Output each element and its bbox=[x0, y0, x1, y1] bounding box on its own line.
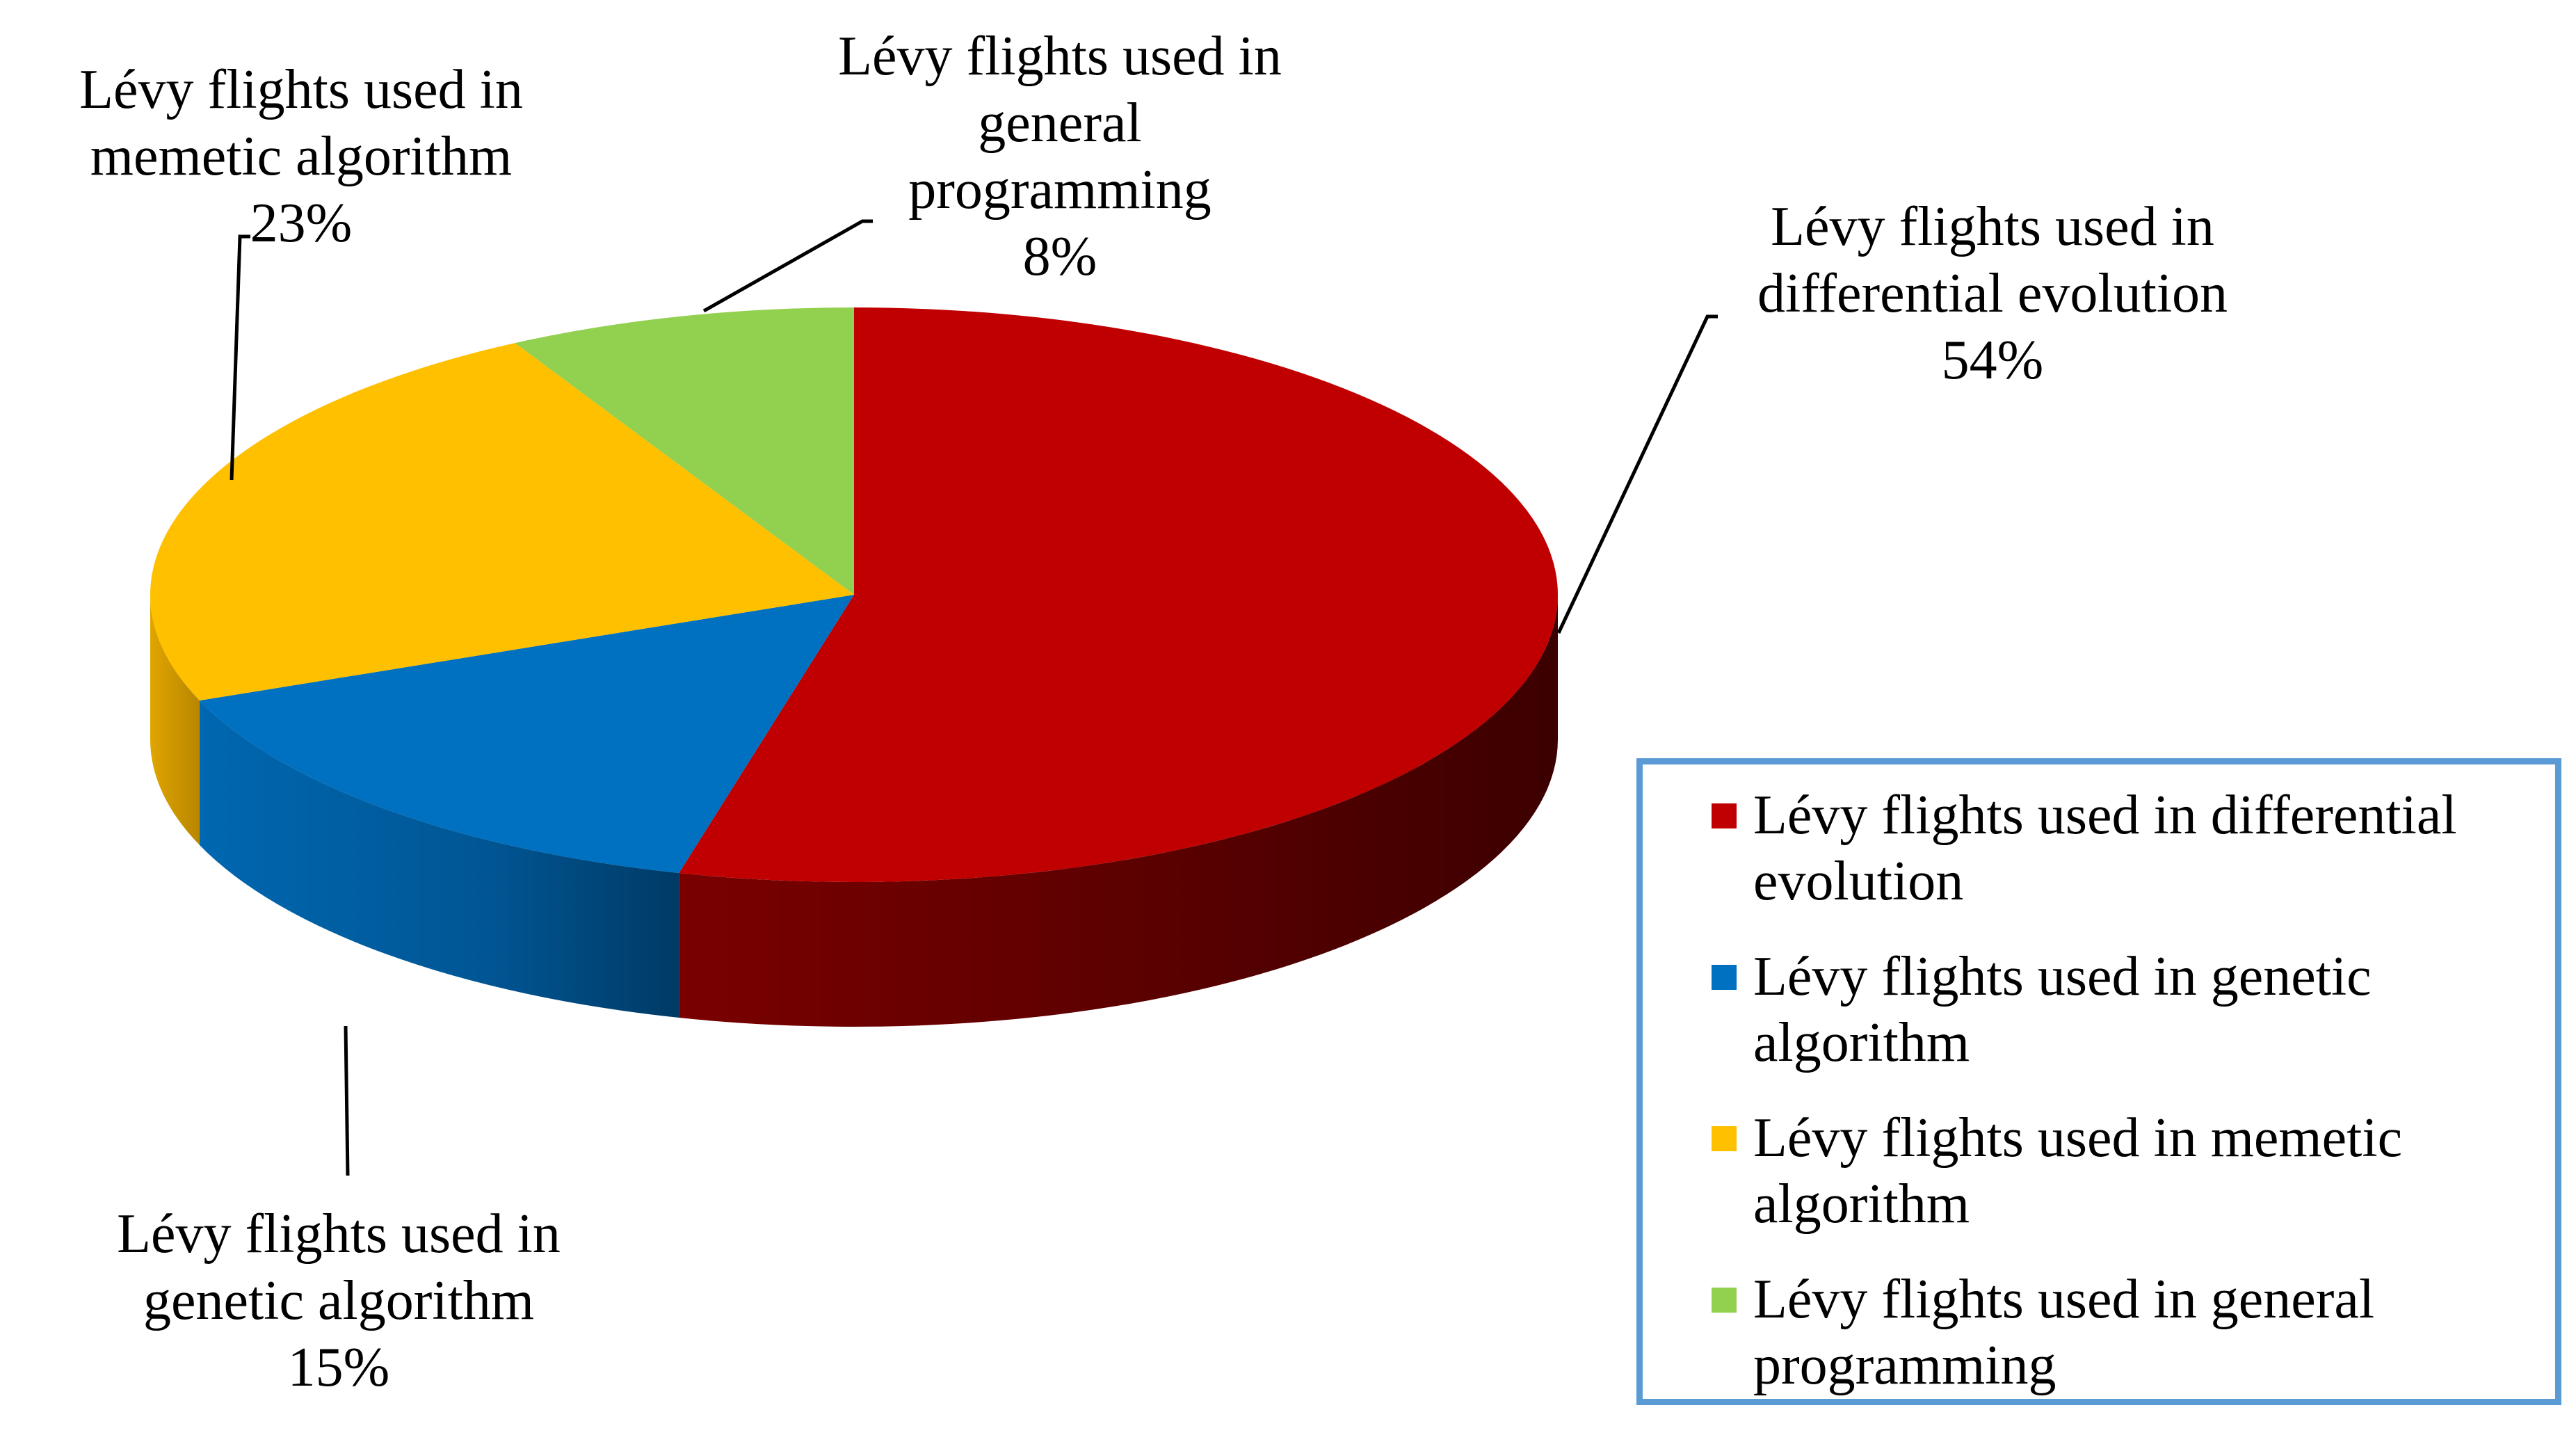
data-label-line: Lévy flights used in bbox=[838, 26, 1282, 87]
pie-slice-ga bbox=[200, 595, 855, 874]
leader-line-gp bbox=[702, 219, 873, 313]
legend-label-line: algorithm bbox=[1753, 1012, 1970, 1073]
data-label-line: general bbox=[978, 93, 1141, 154]
legend-label-line: Lévy flights used in general bbox=[1753, 1269, 2375, 1330]
data-label-line: memetic algorithm bbox=[90, 126, 512, 187]
legend-label-general-programming: Lévy flights used in general programming bbox=[1753, 1267, 2532, 1399]
legend-label-line: Lévy flights used in memetic bbox=[1753, 1107, 2403, 1169]
data-label-line: Lévy flights used in bbox=[79, 59, 523, 120]
leader-line-de bbox=[1556, 314, 1718, 634]
data-label-line: genetic algorithm bbox=[143, 1270, 534, 1331]
data-label-gp: Lévy flights used in general programming 8% bbox=[838, 26, 1282, 287]
data-label-line: programming bbox=[908, 159, 1211, 221]
legend-label-line: Lévy flights used in genetic bbox=[1753, 946, 2372, 1007]
legend-label-line: Lévy flights used in differential bbox=[1753, 785, 2457, 846]
data-label-line: differential evolution bbox=[1757, 263, 2228, 324]
leader-lines bbox=[230, 219, 1718, 1176]
data-labels: Lévy flights used in differential evoluti… bbox=[79, 26, 2228, 1398]
pie-slice-de bbox=[679, 307, 1558, 882]
data-label-line: 15% bbox=[288, 1337, 390, 1398]
legend-label-line: programming bbox=[1753, 1335, 2056, 1396]
data-label-line: Lévy flights used in bbox=[1771, 196, 2214, 257]
data-label-ma: Lévy flights used in memetic algorithm 23% bbox=[79, 59, 523, 254]
pie-top-faces bbox=[150, 307, 1558, 882]
data-label-line: Lévy flights used in bbox=[117, 1203, 561, 1265]
legend-swatch-general-programming bbox=[1712, 1288, 1737, 1313]
pie-slice-side-ga bbox=[200, 700, 679, 1018]
data-label-line: 8% bbox=[1023, 226, 1097, 287]
legend: Lévy flights used in differential evolut… bbox=[1636, 758, 2561, 1405]
legend-label-line: algorithm bbox=[1753, 1173, 1970, 1235]
legend-label-genetic-algorithm: Lévy flights used in genetic algorithm bbox=[1753, 944, 2532, 1076]
legend-label-memetic-algorithm: Lévy flights used in memetic algorithm bbox=[1753, 1105, 2532, 1237]
pie-slice-side-de bbox=[679, 595, 1558, 1027]
legend-swatch-differential-evolution bbox=[1712, 803, 1737, 828]
data-label-ga: Lévy flights used in genetic algorithm 15% bbox=[117, 1203, 561, 1398]
legend-label-differential-evolution: Lévy flights used in differential evolut… bbox=[1753, 783, 2532, 915]
pie-slice-side-ma bbox=[150, 595, 200, 846]
pie-slice-ma bbox=[150, 343, 855, 701]
data-label-line: 54% bbox=[1942, 330, 2044, 391]
legend-label-line: evolution bbox=[1753, 851, 1964, 912]
pie-side-walls bbox=[150, 595, 1558, 1027]
pie-slice-gp bbox=[515, 307, 854, 595]
data-label-line: 23% bbox=[250, 193, 353, 254]
leader-line-ma bbox=[230, 234, 250, 481]
legend-swatch-memetic-algorithm bbox=[1712, 1126, 1737, 1151]
legend-swatch-genetic-algorithm bbox=[1712, 965, 1737, 990]
leader-line-ga bbox=[344, 1025, 350, 1176]
data-label-de: Lévy flights used in differential evoluti… bbox=[1757, 196, 2228, 391]
